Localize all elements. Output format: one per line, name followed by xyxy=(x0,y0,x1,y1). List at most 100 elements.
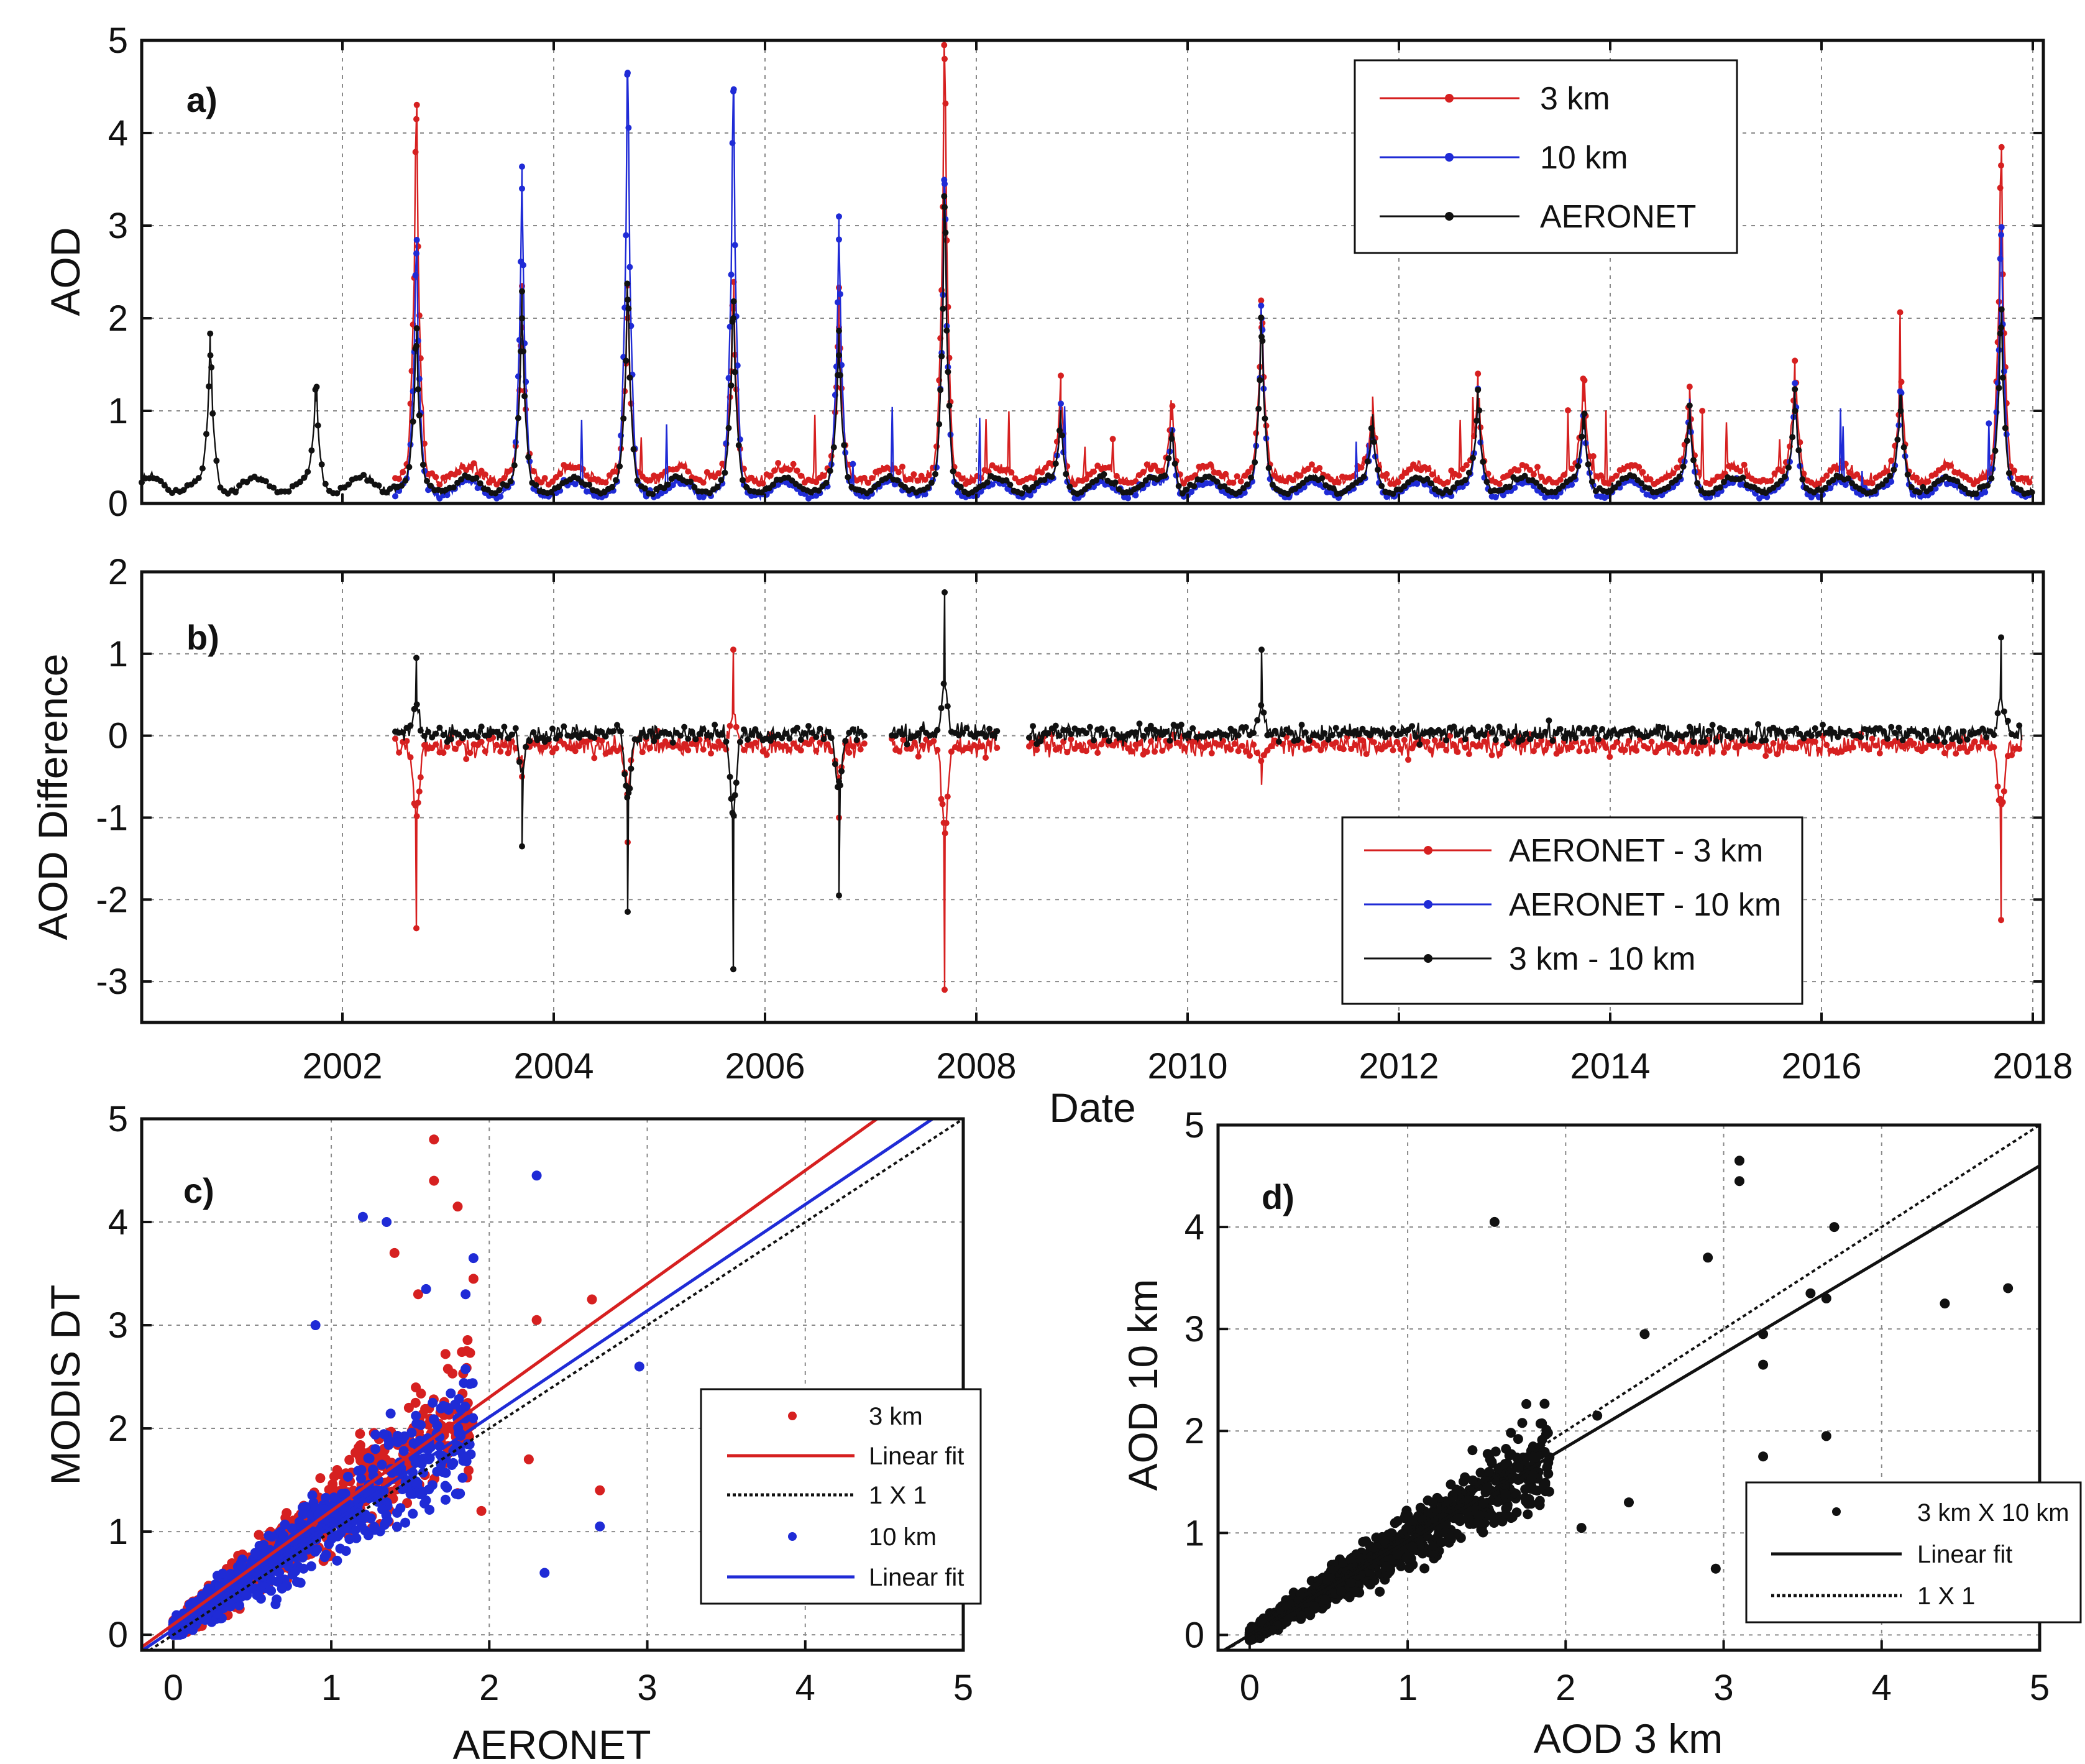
data-point xyxy=(730,86,737,93)
panel-a-frame xyxy=(140,39,2045,505)
data-point xyxy=(1476,407,1483,414)
data-point xyxy=(1183,486,1189,493)
data-point xyxy=(1450,742,1457,748)
data-point xyxy=(1900,444,1907,451)
data-point xyxy=(1189,725,1196,732)
data-point xyxy=(396,475,403,482)
data-point xyxy=(1823,472,1830,479)
data-point xyxy=(731,369,738,375)
data-point xyxy=(861,740,868,747)
data-point xyxy=(314,422,321,429)
data-point xyxy=(530,468,537,474)
series-line-3km xyxy=(395,45,2033,487)
data-point xyxy=(730,315,736,321)
data-point xyxy=(270,484,277,491)
data-point xyxy=(195,475,202,482)
data-point xyxy=(1994,783,2001,790)
outlier-point xyxy=(382,1217,392,1228)
panel-c-xlabel: AERONET xyxy=(452,1722,651,1764)
scatter-point xyxy=(461,1451,471,1462)
data-point xyxy=(1587,738,1594,745)
data-point xyxy=(669,482,676,489)
data-point xyxy=(415,386,421,393)
outlier-point xyxy=(523,1454,534,1464)
data-point xyxy=(1462,477,1469,484)
data-point xyxy=(519,315,525,321)
data-point xyxy=(1964,736,1971,743)
data-point xyxy=(1997,330,2004,337)
data-point xyxy=(714,484,721,490)
data-point xyxy=(1519,737,1526,743)
scatter-point xyxy=(442,1364,453,1374)
data-point xyxy=(1897,408,1904,414)
data-point xyxy=(1317,747,1324,753)
data-point xyxy=(1257,377,1263,384)
data-point xyxy=(1762,753,1769,760)
scatter-point xyxy=(329,1492,339,1503)
data-point xyxy=(767,737,774,744)
data-point xyxy=(837,291,843,298)
data-point xyxy=(1534,464,1541,471)
data-point xyxy=(1250,742,1257,748)
data-point xyxy=(1136,740,1143,746)
data-point xyxy=(553,745,560,751)
scatter-point xyxy=(461,1364,470,1374)
data-point xyxy=(986,740,993,747)
diff-line-0 xyxy=(394,658,865,970)
data-point xyxy=(794,467,800,474)
data-point xyxy=(1892,730,1899,736)
data-point xyxy=(940,305,946,312)
data-point xyxy=(1258,315,1265,321)
data-point xyxy=(507,478,514,485)
data-point xyxy=(1812,738,1818,745)
data-point xyxy=(925,472,932,479)
data-point xyxy=(779,735,786,742)
data-point xyxy=(1018,490,1025,497)
data-point xyxy=(1888,457,1895,464)
data-point xyxy=(1770,740,1777,746)
data-point xyxy=(934,727,941,733)
data-point xyxy=(1056,744,1063,751)
data-point xyxy=(1580,739,1587,746)
data-point xyxy=(1945,725,1951,732)
data-point xyxy=(2010,480,2016,487)
data-point xyxy=(1671,745,1678,751)
outlier-point xyxy=(595,1521,605,1532)
data-point xyxy=(1910,740,1917,747)
data-point xyxy=(473,474,480,481)
xtick-label: 2006 xyxy=(725,1046,805,1086)
scatter-point xyxy=(457,1472,468,1483)
scatter-point xyxy=(259,1540,269,1550)
data-point xyxy=(1492,494,1499,500)
data-point xyxy=(1767,477,1774,484)
data-point xyxy=(817,725,823,732)
data-point xyxy=(1998,144,2005,150)
data-point xyxy=(940,681,947,687)
data-point xyxy=(1998,306,2005,313)
data-point xyxy=(726,722,733,729)
data-point xyxy=(520,348,526,355)
scatter-point xyxy=(250,1548,260,1558)
data-point xyxy=(1405,756,1411,763)
data-point xyxy=(1613,472,1620,479)
data-point xyxy=(1575,462,1582,469)
data-point xyxy=(561,723,567,730)
data-point xyxy=(2009,751,2015,758)
data-point xyxy=(1595,736,1602,743)
data-point xyxy=(305,469,311,475)
data-point xyxy=(574,475,581,482)
data-point xyxy=(1598,472,1604,479)
data-point xyxy=(463,728,470,735)
data-point xyxy=(1447,489,1454,495)
data-point xyxy=(1793,745,1800,751)
data-point xyxy=(1774,751,1780,758)
data-point xyxy=(1581,410,1588,417)
scatter-point xyxy=(408,1509,418,1519)
data-point xyxy=(836,352,842,359)
data-point xyxy=(1297,472,1304,479)
data-point xyxy=(1631,473,1638,480)
data-point xyxy=(824,728,831,735)
ytick-label: -1 xyxy=(96,797,128,838)
data-point xyxy=(392,493,398,500)
data-point xyxy=(641,485,648,492)
